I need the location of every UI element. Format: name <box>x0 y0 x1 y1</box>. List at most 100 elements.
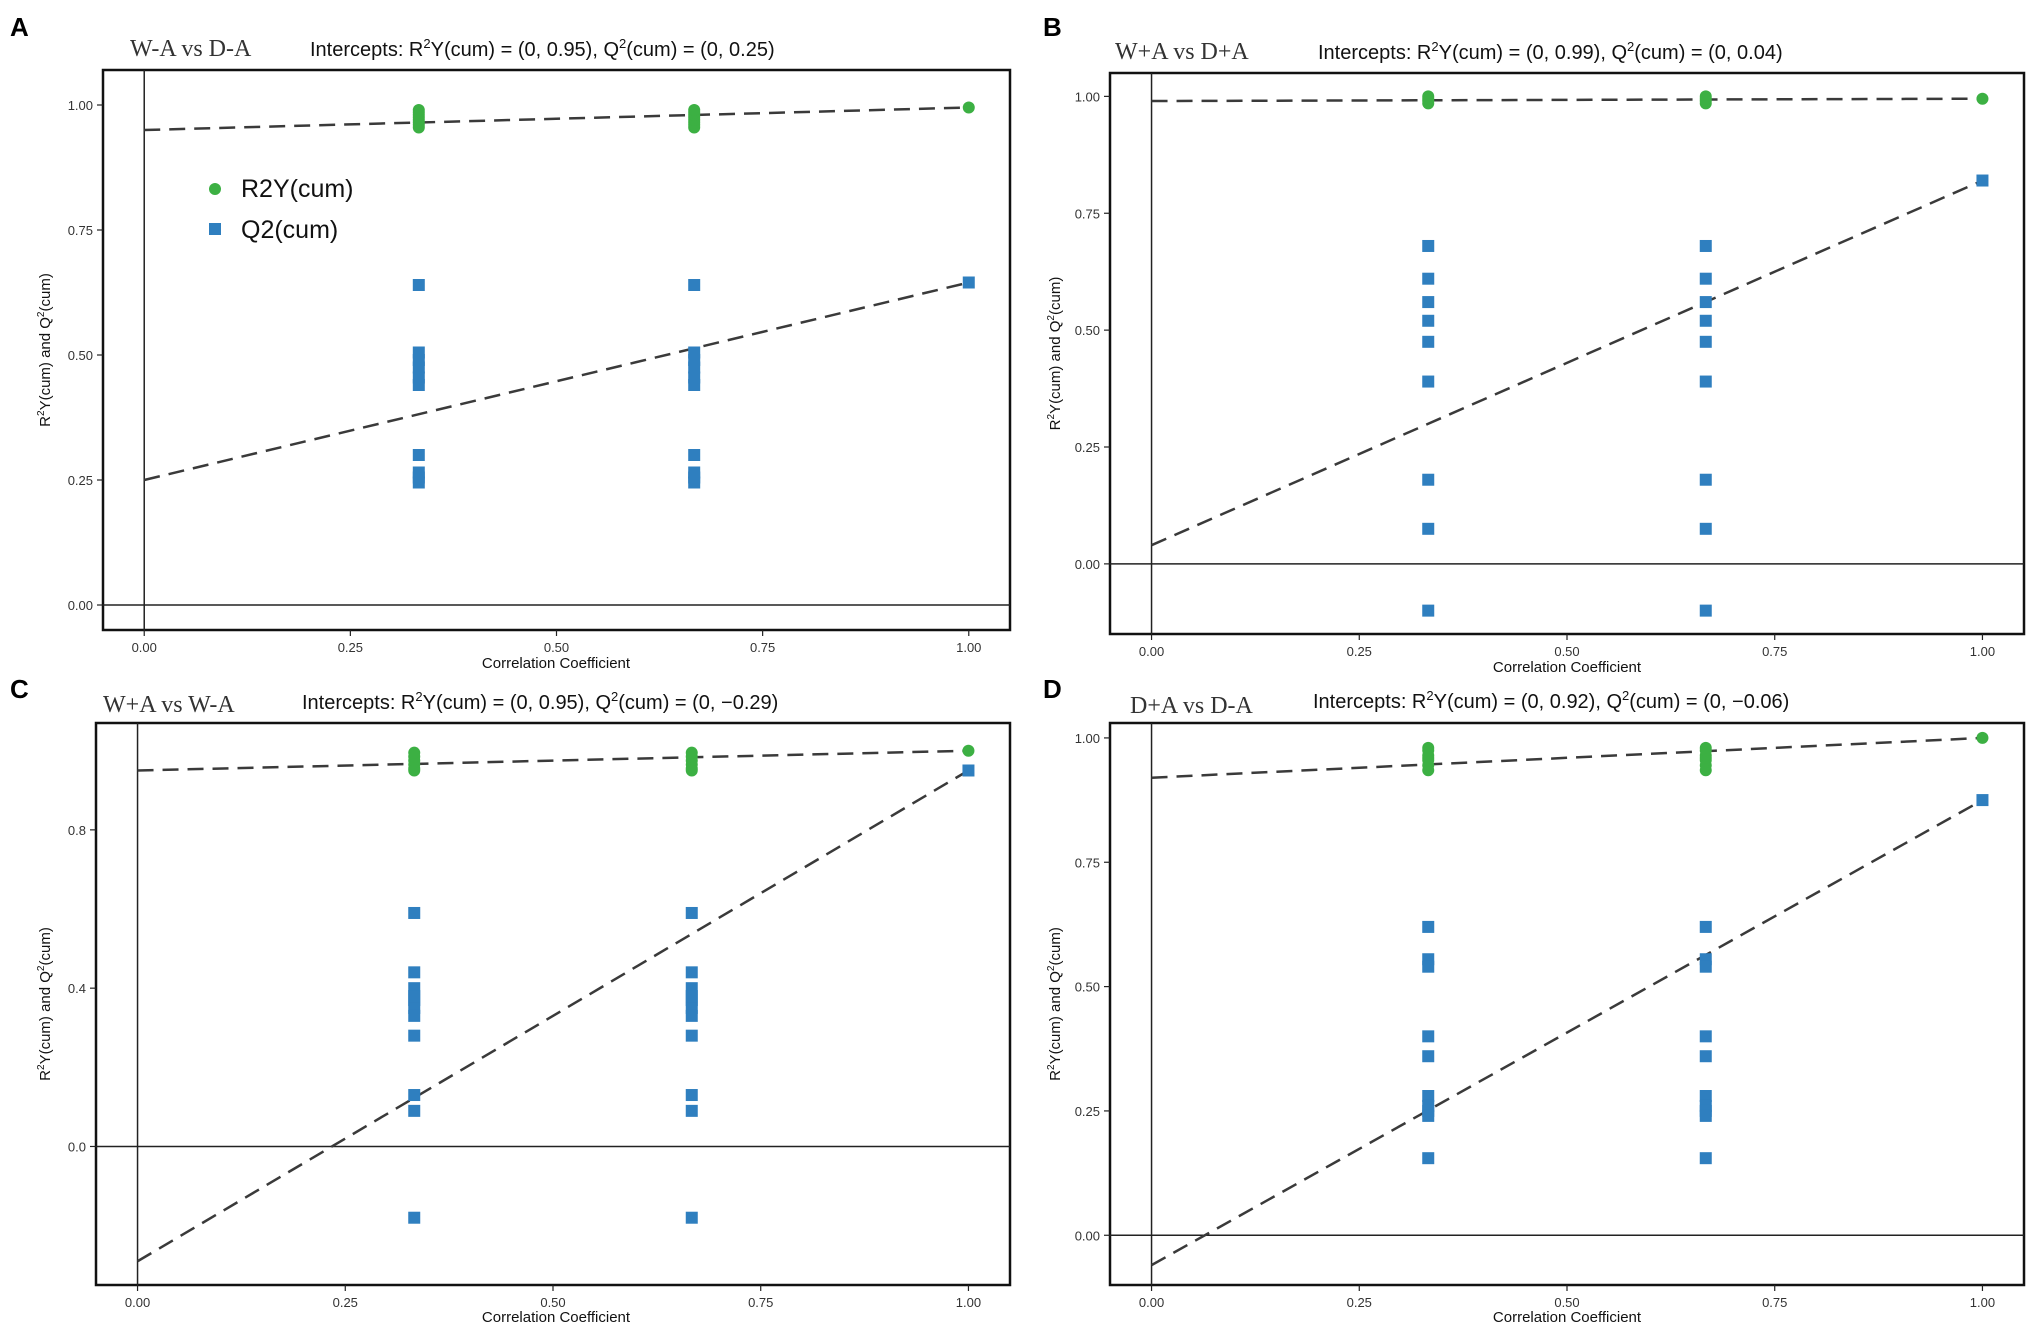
ylabel-prefix: R <box>1047 1070 1064 1081</box>
q2-point <box>1699 272 1712 285</box>
q2-point <box>1699 473 1712 486</box>
q2-point <box>408 966 421 979</box>
x-tick-label: 0.00 <box>132 640 157 655</box>
x-tick-label: 0.50 <box>544 640 569 655</box>
q2-point <box>1699 1090 1712 1103</box>
intercepts-prefix: Intercepts: R <box>310 39 423 61</box>
x-tick-label: 0.25 <box>1347 1295 1372 1310</box>
x-axis-label: Correlation Coefficient <box>1493 659 1642 676</box>
ylabel-prefix: R <box>37 416 54 427</box>
r2-regression-line <box>1151 97 1983 103</box>
intercepts-suffix: (cum) = (0, −0.29) <box>618 692 778 714</box>
plot-frame <box>1108 71 2026 636</box>
legend-q2-label: Q2(cum) <box>241 216 338 244</box>
r2-regression-line <box>144 106 969 132</box>
r2-point <box>1422 741 1435 754</box>
q2-point <box>685 990 698 1003</box>
q2-point <box>1422 314 1435 327</box>
y-tick-label: 0.50 <box>1075 980 1100 995</box>
y-tick-label: 0.50 <box>68 348 93 363</box>
r2-point <box>962 744 975 757</box>
y-tick-label: 0.8 <box>68 823 86 838</box>
q2-point <box>1699 960 1712 973</box>
y-tick-label: 1.00 <box>68 98 93 113</box>
x-axis-label: Correlation Coefficient <box>1493 1309 1642 1326</box>
q2-point <box>685 1009 698 1022</box>
q2-point <box>688 449 701 461</box>
q2-point <box>412 379 425 391</box>
r2-point <box>412 104 425 116</box>
x-tick-label: 0.00 <box>125 1295 150 1310</box>
ylabel-prefix: R <box>37 1070 54 1081</box>
x-tick-label: 0.75 <box>750 640 775 655</box>
q2-point <box>1699 314 1712 327</box>
x-tick-label: 0.25 <box>333 1295 358 1310</box>
q2-point <box>1422 1152 1435 1165</box>
q2-point <box>1699 1050 1712 1063</box>
q2-point <box>1699 1152 1712 1165</box>
x-tick-label: 0.75 <box>1762 644 1787 659</box>
r2-point <box>962 101 975 114</box>
ylabel-mid: Y(cum) and Q <box>37 317 54 410</box>
q2-point <box>1422 522 1435 535</box>
panel-letter: D <box>1043 674 1062 704</box>
q2-point <box>1699 335 1712 348</box>
q2-point <box>408 990 421 1003</box>
x-tick-label: 0.75 <box>748 1295 773 1310</box>
x-tick-label: 0.50 <box>540 1295 565 1310</box>
superscript: 2 <box>36 311 47 317</box>
q2-point <box>962 764 975 777</box>
q2-point <box>408 1104 421 1117</box>
r2-point <box>408 764 421 777</box>
r2-point <box>685 764 698 777</box>
r2-point <box>1976 731 1989 744</box>
y-axis-label: R2Y(cum) and Q2(cum) <box>36 273 54 427</box>
q2-point <box>408 1211 421 1224</box>
x-tick-label: 1.00 <box>956 1295 981 1310</box>
superscript: 2 <box>1046 965 1057 971</box>
q2-point <box>1422 1030 1435 1043</box>
q2-point <box>1422 604 1435 617</box>
q2-regression-line <box>1150 798 1984 1267</box>
y-tick-label: 0.25 <box>1075 1104 1100 1119</box>
q2-point <box>1422 272 1435 285</box>
plot-frame <box>1108 721 2026 1287</box>
q2-regression-line <box>143 281 970 482</box>
intercepts-mid: Y(cum) = (0, 0.95), Q <box>423 692 611 714</box>
q2-point <box>412 449 425 461</box>
q2-point <box>408 906 421 919</box>
r2-point <box>1699 741 1712 754</box>
r2-point <box>1422 90 1435 103</box>
y-tick-label: 0.00 <box>1075 557 1100 572</box>
q2-point <box>1699 604 1712 617</box>
ylabel-suffix: (cum) <box>37 273 54 311</box>
y-tick-label: 0.25 <box>1075 440 1100 455</box>
y-tick-label: 1.00 <box>1075 731 1100 746</box>
superscript: 2 <box>1622 688 1629 703</box>
q2-point <box>412 279 425 291</box>
y-tick-label: 0.4 <box>68 981 86 996</box>
plot-frame <box>94 721 1012 1287</box>
panel-d: DD+A vs D-A Intercepts: R2Y(cum) = (0, 0.… <box>1043 674 2026 1326</box>
superscript: 2 <box>415 689 422 704</box>
q2-point <box>412 361 425 374</box>
superscript: 2 <box>423 36 430 51</box>
superscript: 2 <box>1046 315 1057 321</box>
q2-point <box>1699 1109 1712 1122</box>
r2-regression-line <box>1151 736 1983 779</box>
q2-point <box>685 906 698 919</box>
intercepts-prefix: Intercepts: R <box>1318 42 1431 64</box>
q2-point <box>685 966 698 979</box>
y-tick-label: 0.75 <box>1075 855 1100 870</box>
panel-letter: A <box>10 12 29 42</box>
q2-point <box>1699 920 1712 933</box>
x-tick-label: 0.25 <box>338 640 363 655</box>
q2-point <box>1699 296 1712 309</box>
q2-point <box>408 1089 421 1102</box>
ylabel-mid: Y(cum) and Q <box>1047 321 1064 414</box>
legend: R2Y(cum) Q2(cum) <box>209 175 354 244</box>
q2-point <box>408 1029 421 1042</box>
superscript: 2 <box>36 965 47 971</box>
q2-point <box>1699 375 1712 388</box>
plot-frame <box>101 68 1012 632</box>
